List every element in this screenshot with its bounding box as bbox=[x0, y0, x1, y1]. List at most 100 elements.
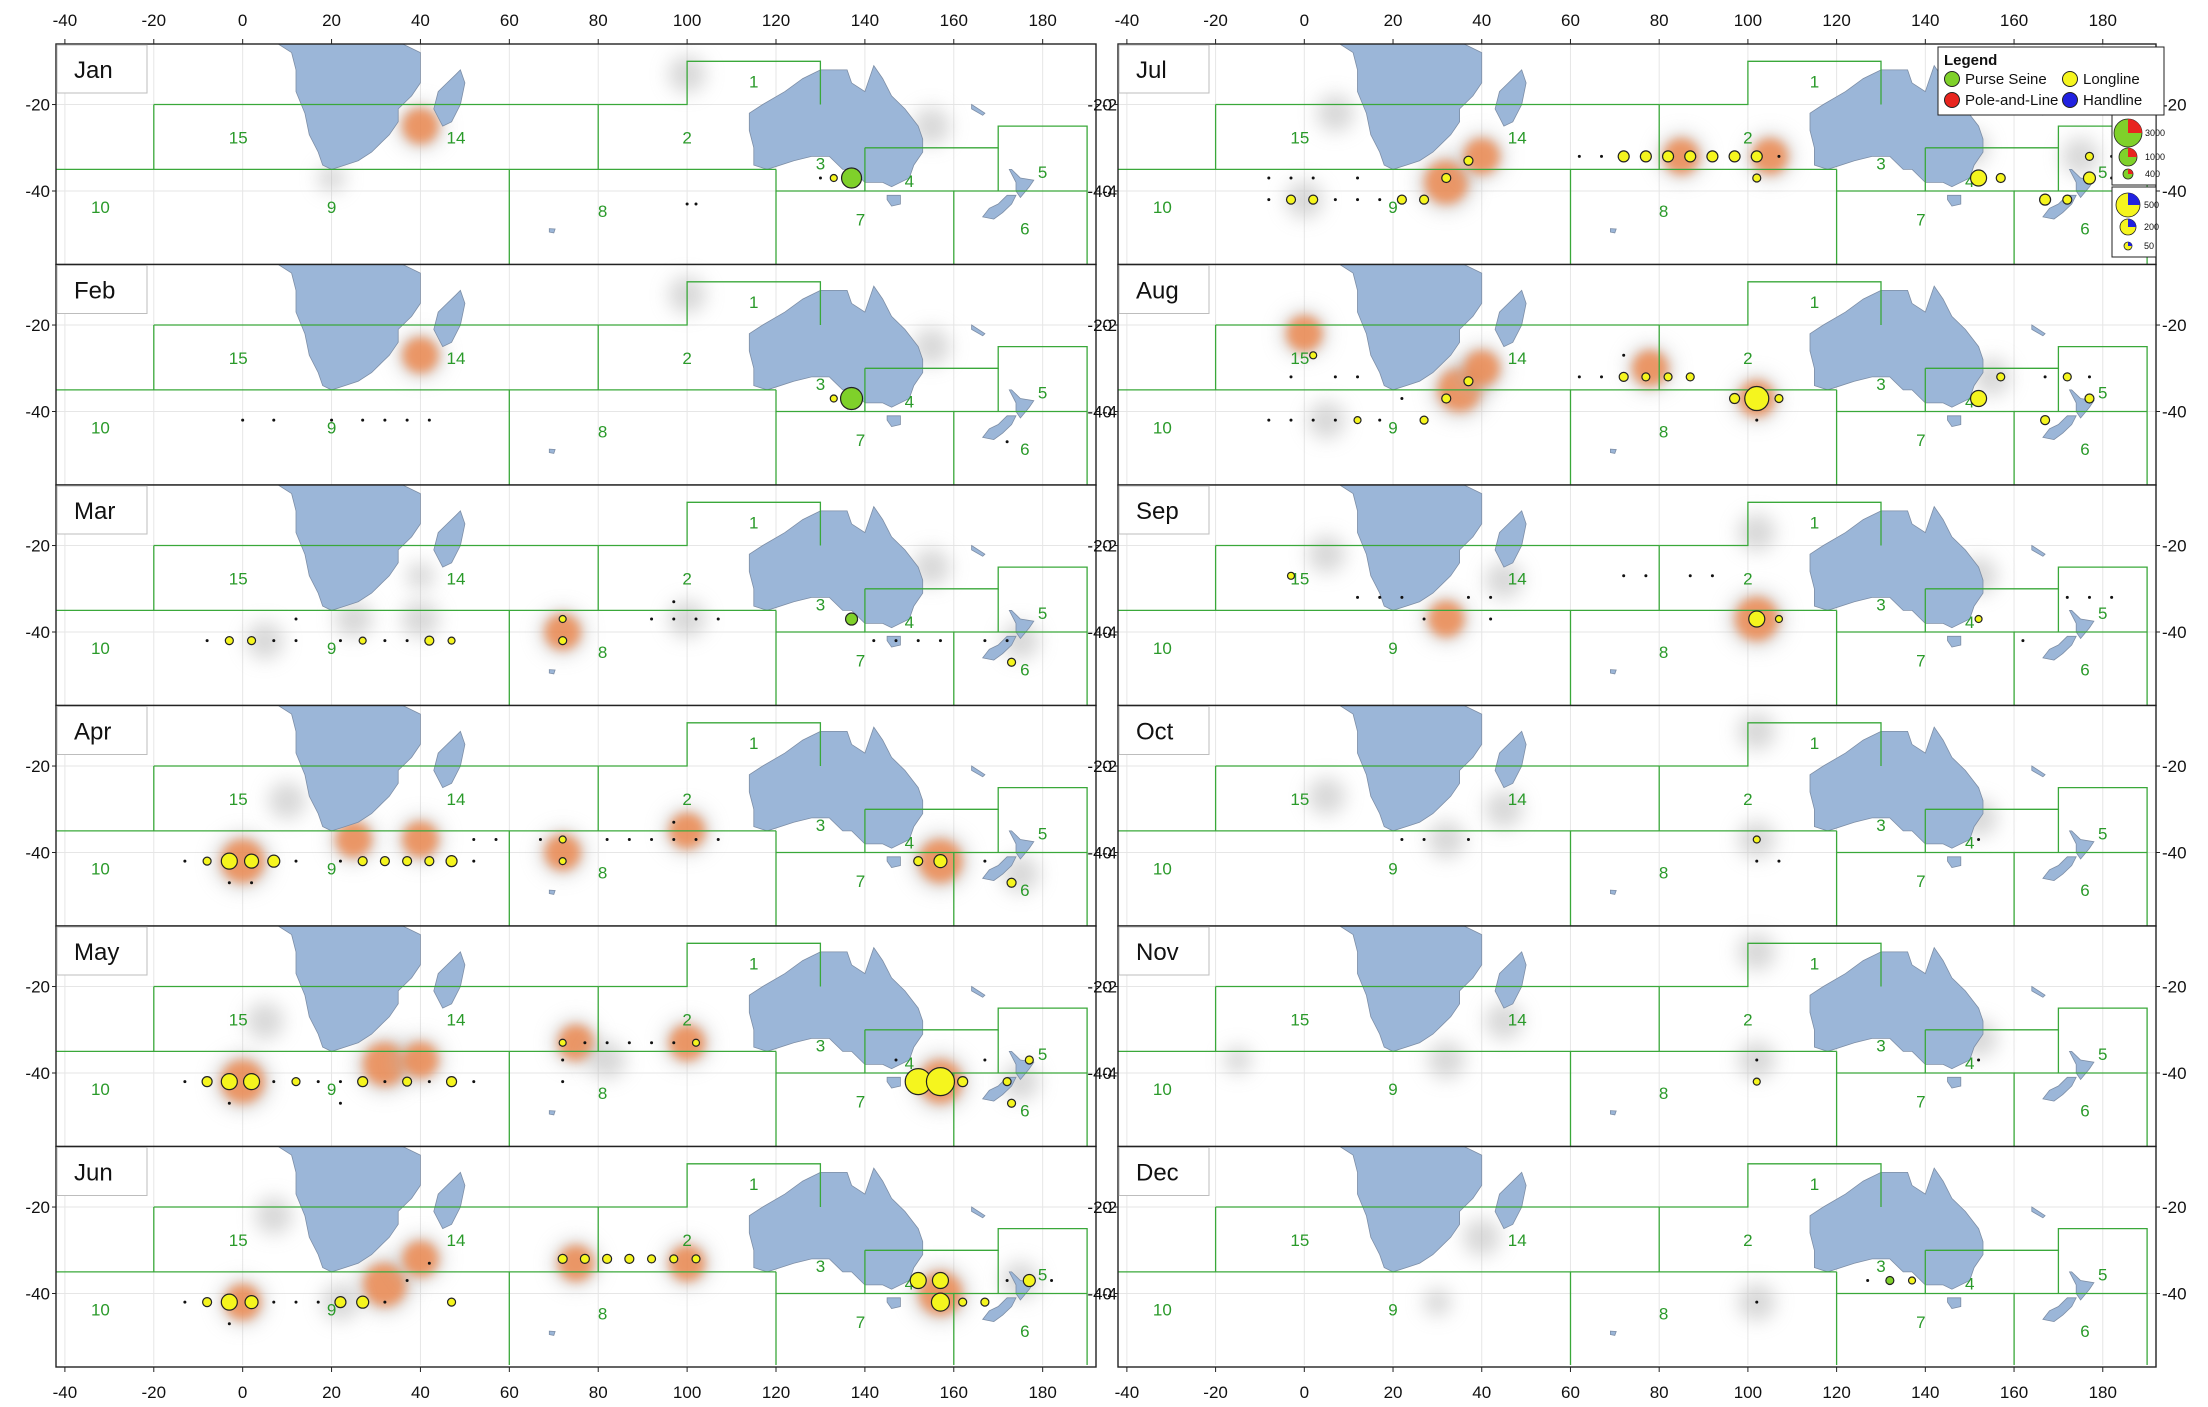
effort-dot bbox=[650, 617, 654, 621]
area-label-6: 6 bbox=[2080, 1101, 2089, 1120]
lon-tick-label: 120 bbox=[762, 1383, 790, 1402]
area-boundary bbox=[598, 1163, 822, 1208]
effort-dot bbox=[183, 859, 187, 863]
effort-dot bbox=[294, 639, 298, 643]
area-label-2: 2 bbox=[1743, 349, 1752, 368]
lon-tick-label: -20 bbox=[141, 1383, 166, 1402]
effort-dot bbox=[1466, 838, 1470, 842]
area-label-4: 4 bbox=[1965, 172, 1974, 191]
lon-tick-label: 180 bbox=[1028, 1383, 1056, 1402]
longline-catch bbox=[1744, 385, 1770, 412]
land-australia bbox=[748, 1167, 924, 1290]
land-kerguelen bbox=[1610, 448, 1617, 454]
area-label-2: 2 bbox=[1743, 570, 1752, 589]
area-label-6: 6 bbox=[1020, 440, 1029, 459]
catch-density-core bbox=[1752, 138, 1789, 175]
area-label-14: 14 bbox=[447, 790, 466, 809]
longline-catch bbox=[1663, 372, 1673, 382]
lat-tick-label: -40 bbox=[25, 844, 50, 863]
area-label-9: 9 bbox=[327, 198, 336, 217]
longline-catch bbox=[1774, 614, 1784, 624]
effort-dot bbox=[1600, 154, 1604, 158]
effort-dot bbox=[1577, 154, 1581, 158]
map-panel-apr: 1 2 3 4 5 6 7 8 9 10 14 15 bbox=[56, 705, 1096, 939]
month-label-box: Nov bbox=[1118, 926, 1210, 976]
catch-density-core bbox=[220, 1059, 265, 1104]
area-label-6: 6 bbox=[1020, 1322, 1029, 1341]
effort-dot bbox=[983, 1058, 987, 1062]
lon-tick-label: 100 bbox=[673, 11, 701, 30]
lat-tick-label: -20 bbox=[1087, 1198, 1112, 1217]
lon-tick-label: 180 bbox=[2089, 1383, 2117, 1402]
month-label-box: Oct bbox=[1118, 706, 1210, 755]
effort-dot bbox=[672, 1041, 676, 1045]
lat-tick-label: -20 bbox=[25, 757, 50, 776]
effort-dot bbox=[1333, 375, 1337, 379]
longline-catch bbox=[379, 856, 390, 867]
lon-tick-label: 80 bbox=[1650, 1383, 1669, 1402]
month-label: Apr bbox=[74, 719, 111, 746]
lat-tick-label: -40 bbox=[25, 403, 50, 422]
effort-dot bbox=[383, 639, 387, 643]
longline-catch bbox=[246, 636, 257, 646]
area-label-4: 4 bbox=[1965, 392, 1974, 411]
lon-tick-label: 40 bbox=[411, 11, 430, 30]
lat-tick-label: -40 bbox=[1087, 403, 1112, 422]
longline-catch bbox=[925, 1067, 956, 1097]
longline-catch bbox=[1996, 372, 2006, 382]
longline-catch bbox=[358, 636, 367, 645]
effort-dot bbox=[1400, 838, 1404, 842]
land-africa bbox=[277, 44, 421, 170]
catch-density-core bbox=[402, 1042, 439, 1079]
longline-catch bbox=[829, 394, 838, 403]
land-madagascar bbox=[1494, 69, 1527, 127]
effort-dot bbox=[716, 617, 720, 621]
effort-dot bbox=[205, 639, 209, 643]
catch-density-blob bbox=[668, 600, 707, 639]
effort-dot bbox=[405, 1279, 409, 1283]
area-label-7: 7 bbox=[856, 211, 865, 230]
catch-density-blob bbox=[1427, 1041, 1466, 1080]
area-label-9: 9 bbox=[1388, 1080, 1397, 1099]
panel-background bbox=[1118, 705, 2156, 926]
lat-tick-label: -20 bbox=[2162, 316, 2187, 335]
size-scale-wedge bbox=[2128, 119, 2142, 133]
map-panel-oct: 1 2 3 4 5 6 7 8 9 10 14 15 bbox=[1118, 705, 2156, 939]
area-label-3: 3 bbox=[1876, 816, 1885, 835]
area-label-4: 4 bbox=[1965, 1054, 1974, 1073]
effort-dot bbox=[672, 617, 676, 621]
area-label-14: 14 bbox=[1508, 1231, 1527, 1250]
longline-catch bbox=[202, 1297, 213, 1308]
map-panel-jan: 1 2 3 4 5 6 7 8 9 10 14 15 bbox=[56, 44, 1096, 278]
catch-density-blob bbox=[1423, 1288, 1452, 1317]
area-label-9: 9 bbox=[1388, 639, 1397, 658]
effort-dot bbox=[1400, 397, 1404, 401]
lon-tick-label: 100 bbox=[1734, 1383, 1762, 1402]
size-scale-wedge bbox=[2128, 169, 2133, 174]
land-kerguelen bbox=[548, 1330, 556, 1336]
land-madagascar bbox=[433, 69, 466, 127]
lon-tick-label: 180 bbox=[2089, 11, 2117, 30]
area-label-1: 1 bbox=[1810, 1175, 1819, 1194]
effort-dot bbox=[1050, 1279, 1054, 1283]
catch-density-core bbox=[1663, 138, 1700, 175]
land-kerguelen bbox=[548, 669, 556, 675]
effort-dot bbox=[494, 838, 498, 842]
effort-dot bbox=[894, 1058, 898, 1062]
area-label-5: 5 bbox=[1038, 825, 1047, 844]
lat-tick-label: -20 bbox=[1087, 96, 1112, 115]
effort-dot bbox=[383, 1080, 387, 1084]
legend-swatch bbox=[1944, 71, 1960, 87]
longline-catch bbox=[1309, 351, 1318, 360]
area-label-10: 10 bbox=[91, 198, 110, 217]
longline-catch bbox=[1463, 155, 1474, 166]
catch-density-core bbox=[402, 108, 439, 145]
effort-dot bbox=[227, 1322, 231, 1326]
month-label-background bbox=[56, 926, 148, 976]
longline-catch bbox=[357, 856, 368, 867]
legend-item-label: Pole-and-Line bbox=[1965, 92, 2058, 109]
panel-background bbox=[1118, 485, 2156, 706]
lon-tick-label: 80 bbox=[589, 11, 608, 30]
land-madagascar bbox=[1494, 730, 1527, 789]
area-label-2: 2 bbox=[682, 349, 691, 368]
